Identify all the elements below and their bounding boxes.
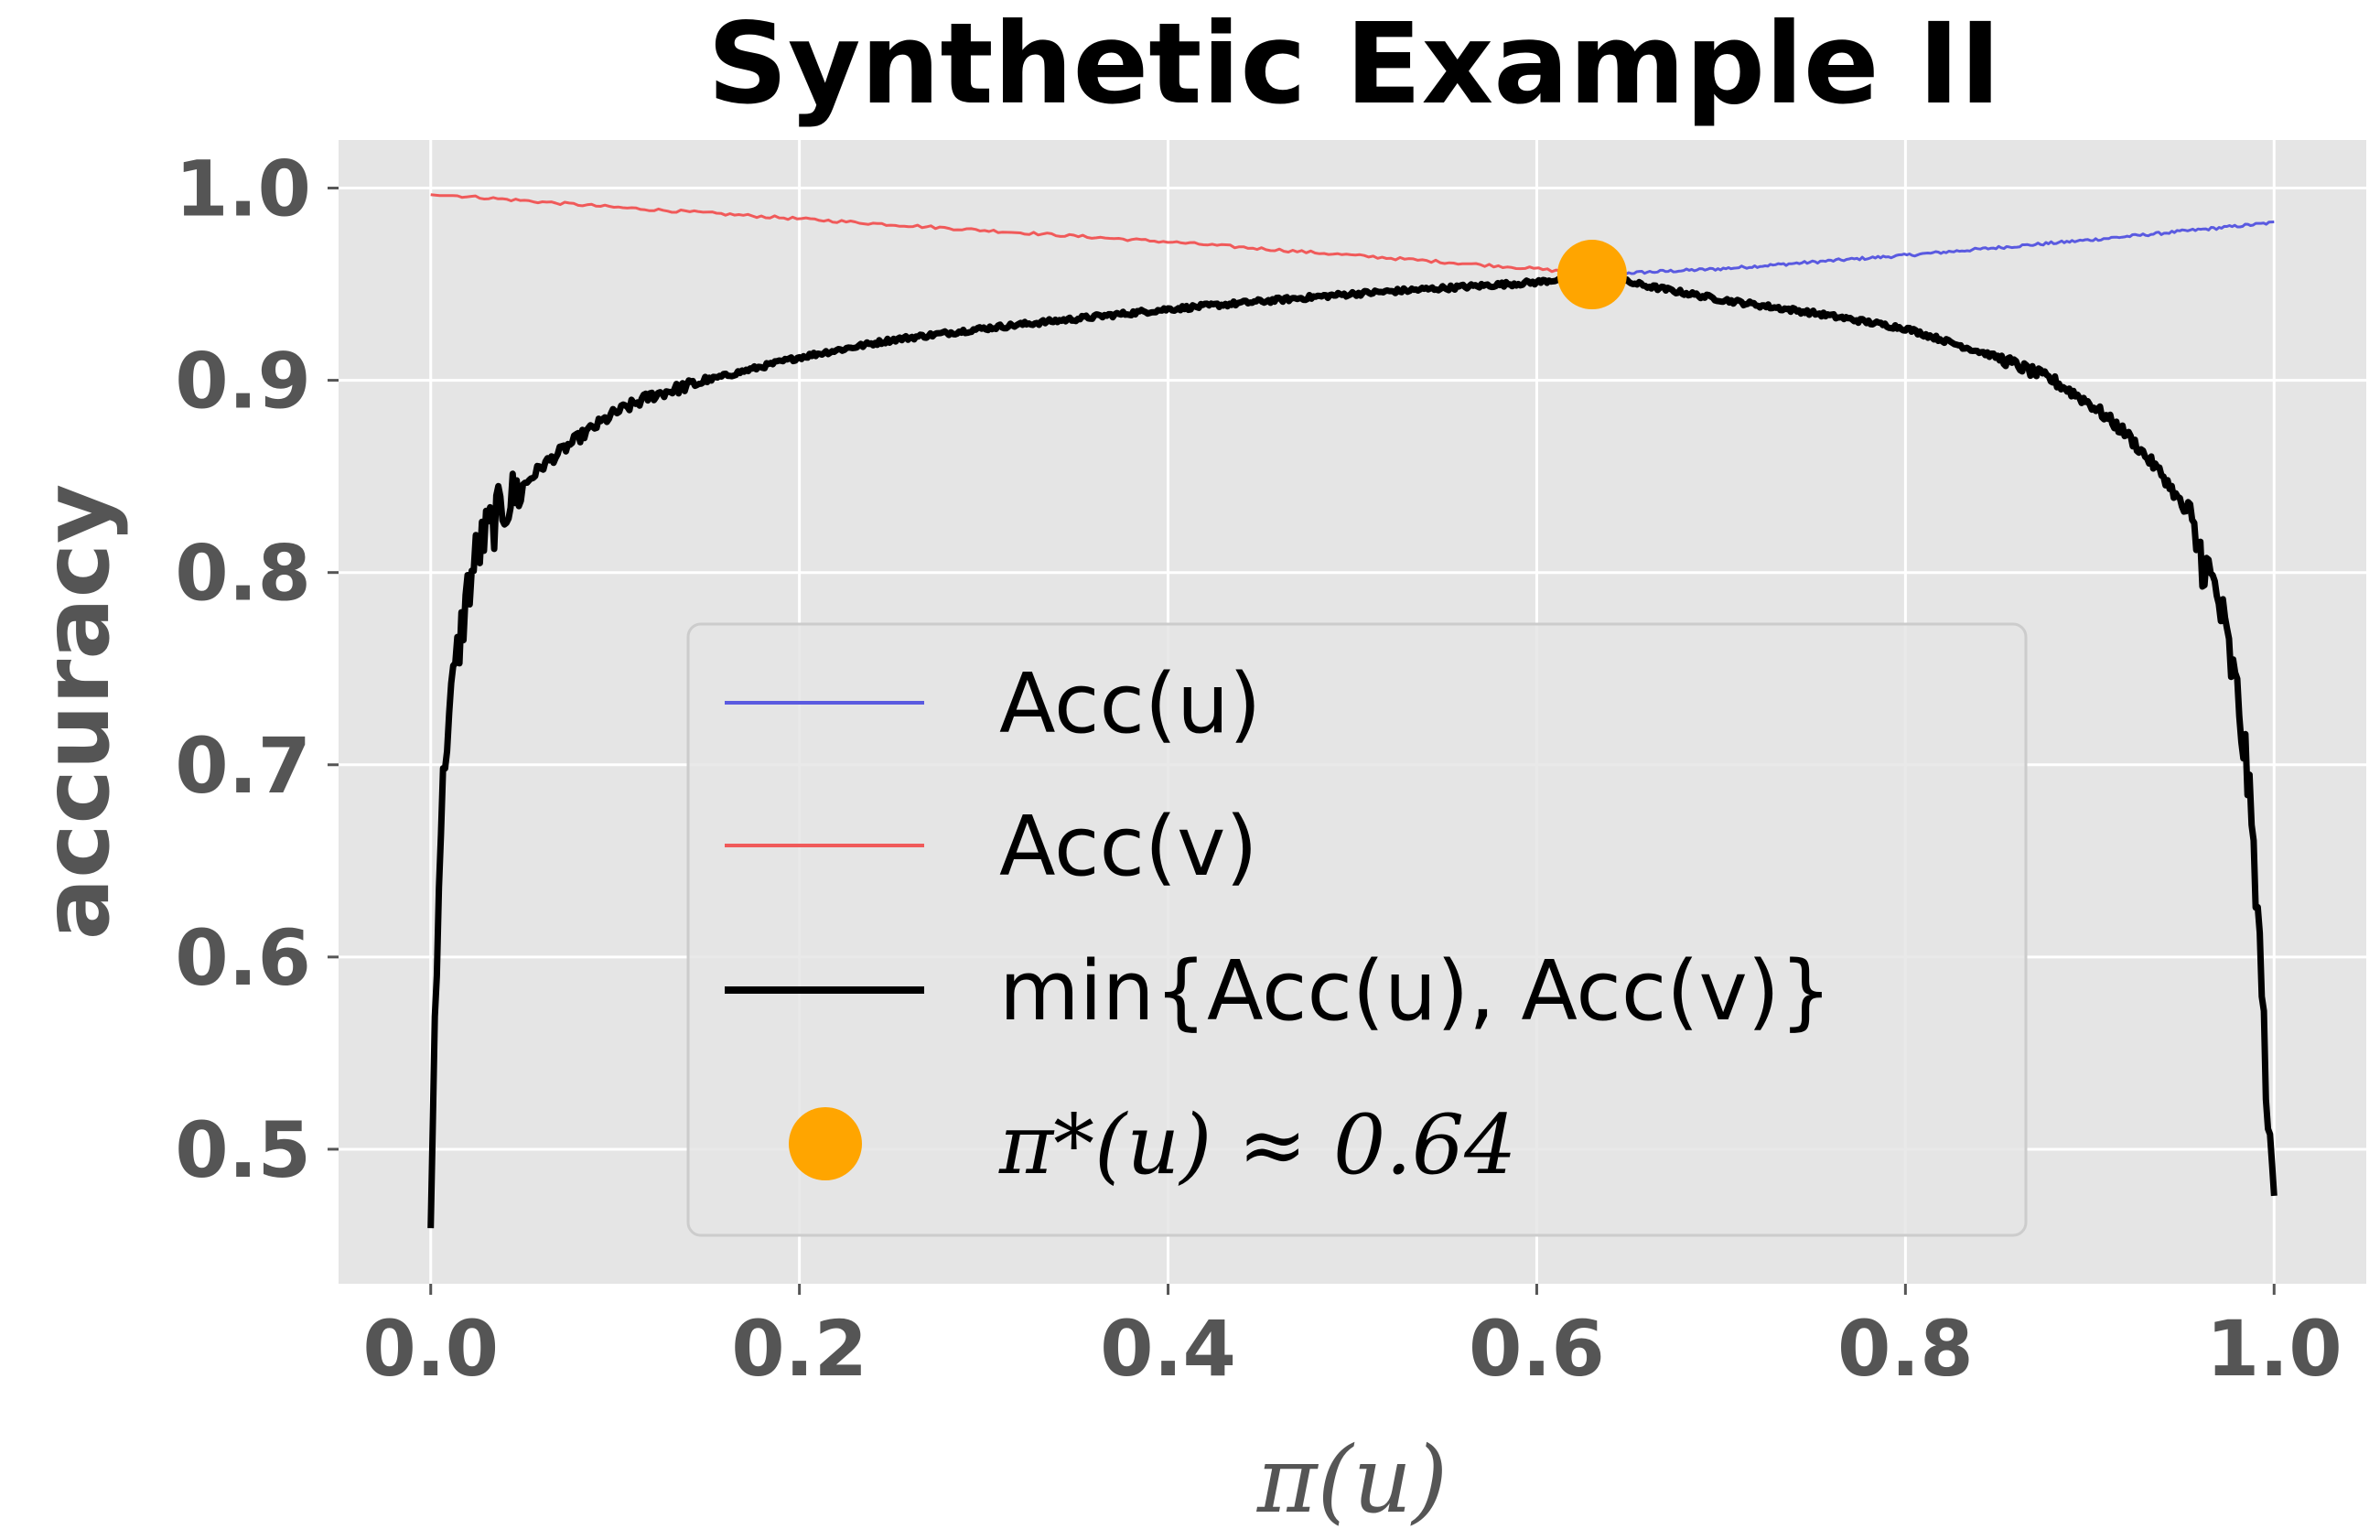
y-tick-label: 0.5 [175,1105,311,1195]
optimum-marker [1556,240,1627,310]
legend-label: Acc(v) [999,799,1257,895]
legend-label: π*(u) ≈ 0.64 [998,1097,1516,1193]
marker-layer [1556,240,1627,310]
y-tick-label: 0.9 [175,337,311,426]
legend-marker [789,1107,862,1180]
x-tick-label: 0.6 [1469,1304,1605,1394]
series-line-0 [1591,221,2275,276]
y-axis-label: accuracy [23,484,130,941]
x-tick-label: 0.4 [1100,1304,1236,1394]
series-line-2 [427,271,2278,1229]
legend: Acc(u) Acc(v) min{Acc(u), Acc(v)} π*(u) ≈ 0… [686,622,2028,1237]
series-line-1 [430,193,1593,277]
y-tick-label: 0.7 [175,721,311,811]
legend-box [686,622,2028,1237]
y-tick-label: 0.6 [175,913,311,1003]
y-axis-ticks: 0.5 0.6 0.7 0.8 0.9 1.0 [175,145,339,1195]
legend-label: Acc(u) [999,656,1261,752]
chart-title: Synthetic Example II [707,0,2001,129]
x-tick-label: 0.0 [362,1304,499,1394]
x-tick-label: 0.8 [1837,1304,1974,1394]
y-tick-label: 1.0 [175,145,311,234]
x-tick-label: 1.0 [2206,1304,2342,1394]
x-axis-label: π(u) [1256,1427,1448,1534]
x-axis-ticks: 0.0 0.2 0.4 0.6 0.8 1.0 [362,1284,2342,1394]
y-tick-label: 0.8 [175,529,311,619]
x-tick-label: 0.2 [731,1304,867,1394]
series-layer [427,193,2278,1229]
legend-label: min{Acc(u), Acc(v)} [999,943,1832,1039]
